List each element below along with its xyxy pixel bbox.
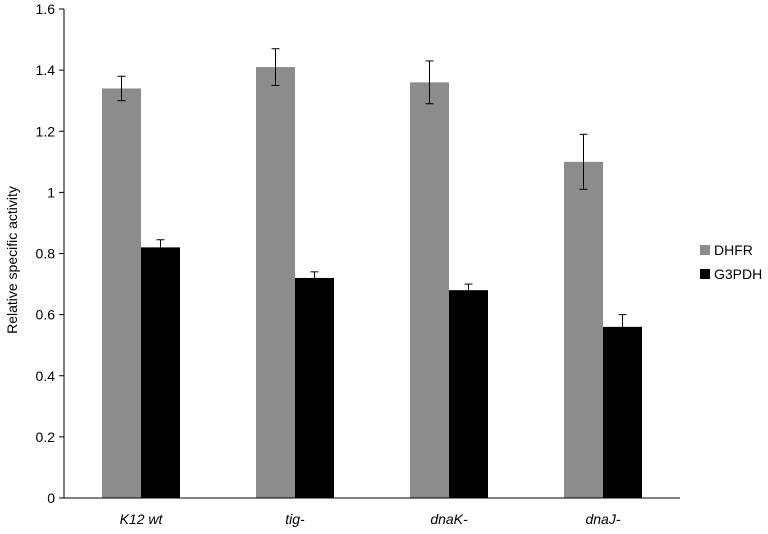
legend-swatch-g3pdh (700, 269, 710, 279)
y-axis-ticks: 0 0.2 0.4 0.6 0.8 1 1.2 1.4 1.6 (36, 1, 64, 506)
y-tick-label: 0.2 (36, 429, 56, 445)
bar-dhfr-1 (256, 67, 295, 498)
y-tick-label: 0.8 (36, 246, 56, 262)
bar-dhfr-3 (564, 161, 603, 498)
y-tick-label: 0.4 (36, 368, 56, 384)
error-bar-g3pdh-0 (156, 239, 165, 256)
y-tick-label: 0.6 (36, 307, 56, 323)
x-category-label: tig- (285, 511, 305, 527)
bar-g3pdh-2 (449, 290, 488, 498)
y-tick-label: 1.4 (36, 62, 56, 78)
error-bar-dhfr-1 (271, 48, 280, 86)
legend-label-g3pdh: G3PDH (714, 266, 762, 282)
bars-layer (102, 67, 642, 499)
bar-dhfr-0 (102, 88, 141, 499)
y-tick-label: 1.6 (36, 1, 56, 17)
y-tick-label: 1.2 (36, 123, 56, 139)
y-axis-title: Relative specific activity (4, 186, 20, 334)
error-bar-dhfr-3 (579, 133, 588, 190)
x-category-label: dnaJ- (585, 511, 620, 527)
legend-label-dhfr: DHFR (714, 242, 753, 258)
bar-g3pdh-3 (603, 326, 642, 498)
legend: DHFR G3PDH (700, 242, 762, 282)
error-bar-g3pdh-3 (618, 314, 627, 340)
x-category-label: K12 wt (120, 511, 164, 527)
x-category-label: dnaK- (430, 511, 468, 527)
bar-dhfr-2 (410, 82, 449, 498)
error-bar-dhfr-0 (117, 75, 126, 102)
error-bar-g3pdh-2 (464, 283, 473, 297)
y-tick-label: 0 (47, 490, 55, 506)
error-bars-layer (117, 48, 627, 340)
y-tick-label: 1 (47, 184, 55, 200)
bar-g3pdh-0 (141, 247, 180, 498)
bar-g3pdh-1 (295, 277, 334, 498)
error-bar-dhfr-2 (425, 60, 434, 105)
x-axis-category-labels: K12 wt tig-dnaK-dnaJ- (120, 511, 621, 527)
error-bar-g3pdh-1 (310, 271, 319, 285)
legend-swatch-dhfr (700, 245, 710, 255)
